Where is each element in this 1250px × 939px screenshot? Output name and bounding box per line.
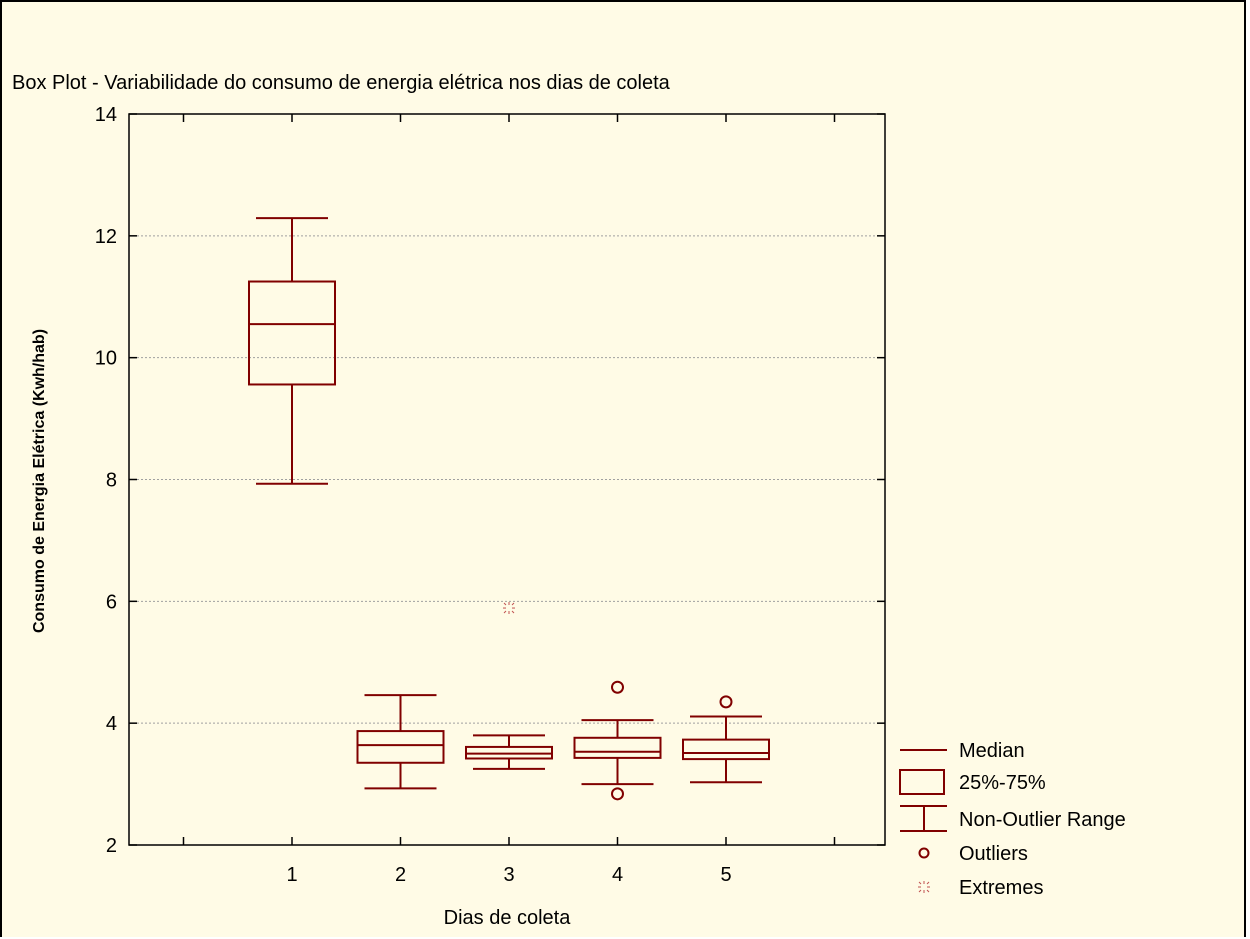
legend-extreme-symbol xyxy=(918,881,930,893)
box-2 xyxy=(356,694,445,790)
extreme-ray xyxy=(926,881,930,885)
legend-label: Median xyxy=(959,740,1025,762)
legend-outlier-symbol xyxy=(918,847,930,859)
y-tick-label: 6 xyxy=(106,591,117,613)
legend-item-25-75-: 25%-75% xyxy=(899,769,1046,795)
extreme-ray xyxy=(926,889,930,893)
y-tick-label: 2 xyxy=(106,835,117,857)
iqr-box xyxy=(573,736,662,759)
extreme-ray xyxy=(503,610,507,614)
extreme-ray xyxy=(503,602,507,606)
extreme-ray xyxy=(511,610,515,614)
y-tick-label: 10 xyxy=(95,348,117,370)
legend: Median 25%-75% Non-Outlier Range Outliers Ex… xyxy=(899,740,1126,899)
iqr-box xyxy=(682,738,770,761)
y-tick-label: 14 xyxy=(95,104,117,126)
x-tick-label: 5 xyxy=(720,864,731,886)
extreme-ray xyxy=(918,889,922,893)
box-5 xyxy=(682,695,770,784)
y-tick-label: 4 xyxy=(106,713,117,735)
x-tick-label: 3 xyxy=(503,864,514,886)
x-tick-label: 2 xyxy=(395,864,406,886)
legend-box-symbol xyxy=(899,769,945,795)
y-axis-label: Consumo de Energia Elétrica (Kwh/hab) xyxy=(31,329,48,633)
outlier-point xyxy=(611,680,624,694)
extreme-ray xyxy=(918,881,922,885)
y-tick-label: 12 xyxy=(95,226,117,248)
extreme-ray xyxy=(511,602,515,606)
legend-item-non-outlier-range: Non-Outlier Range xyxy=(900,805,1126,832)
legend-item-outliers: Outliers xyxy=(918,843,1028,865)
outlier-point xyxy=(611,787,624,801)
outlier-point xyxy=(719,695,733,709)
legend-item-extremes: Extremes xyxy=(918,877,1043,899)
legend-label: Non-Outlier Range xyxy=(959,809,1126,831)
chart-title: Box Plot - Variabilidade do consumo de e… xyxy=(12,72,671,94)
x-tick-label: 1 xyxy=(286,864,297,886)
extreme-point xyxy=(503,602,515,615)
legend-label: Extremes xyxy=(959,877,1043,899)
x-tick-label: 4 xyxy=(612,864,623,886)
y-tick-label: 8 xyxy=(106,470,117,492)
plot-border xyxy=(128,113,886,846)
legend-label: 25%-75% xyxy=(959,772,1046,794)
box-3 xyxy=(465,602,553,770)
iqr-box xyxy=(248,280,336,386)
box-1 xyxy=(248,217,336,485)
iqr-box xyxy=(356,730,445,764)
x-axis-label: Dias de coleta xyxy=(444,907,572,929)
legend-item-median: Median xyxy=(900,740,1025,762)
box-4 xyxy=(573,680,662,801)
legend-label: Outliers xyxy=(959,843,1028,865)
